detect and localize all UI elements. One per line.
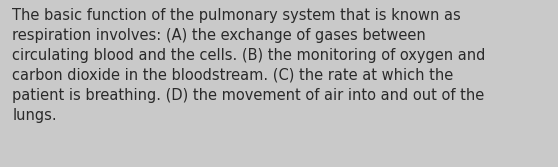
Text: The basic function of the pulmonary system that is known as
respiration involves: The basic function of the pulmonary syst…	[12, 8, 485, 123]
